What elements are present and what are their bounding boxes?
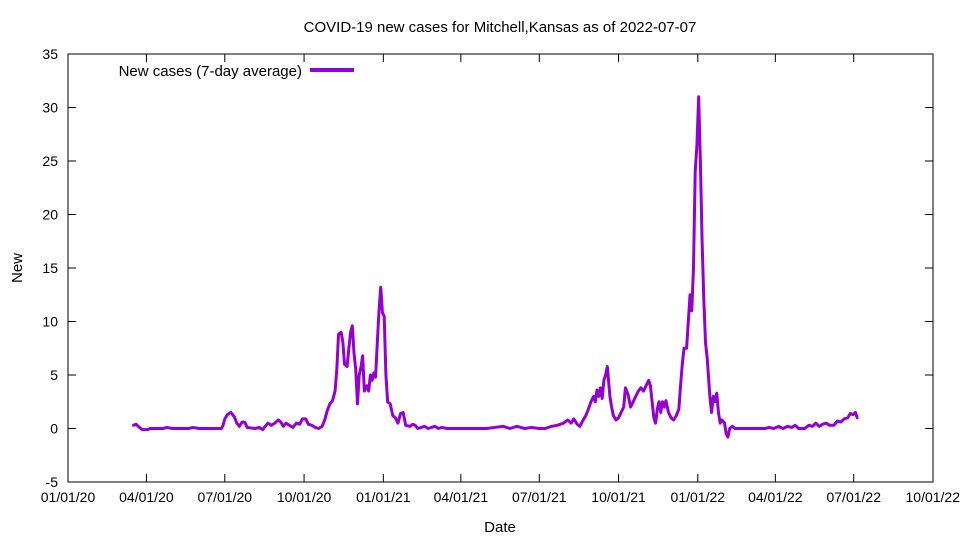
y-tick-label: 20 xyxy=(42,207,58,223)
y-tick-label: 0 xyxy=(50,421,58,437)
y-tick-label: 30 xyxy=(42,100,58,116)
legend: New cases (7-day average) xyxy=(119,63,354,80)
y-tick-label: 25 xyxy=(42,153,58,169)
x-tick-label: 07/01/21 xyxy=(512,489,567,505)
x-tick-label: 10/01/22 xyxy=(906,489,960,505)
x-tick-label: 10/01/20 xyxy=(277,489,332,505)
x-tick-label: 01/01/22 xyxy=(671,489,726,505)
y-tick-label: 35 xyxy=(42,46,58,62)
plot-border xyxy=(67,53,934,483)
series-line-0 xyxy=(131,95,859,439)
plot-frame xyxy=(67,53,934,483)
series-group xyxy=(131,95,859,439)
y-axis-title: New xyxy=(9,253,26,283)
x-tick-label: 07/01/22 xyxy=(826,489,881,505)
x-tick-label: 04/01/20 xyxy=(119,489,174,505)
y-tick-label: 5 xyxy=(50,367,58,383)
x-tick-label: 10/01/21 xyxy=(591,489,646,505)
legend-label: New cases (7-day average) xyxy=(119,63,302,80)
x-tick-label: 04/01/22 xyxy=(748,489,803,505)
chart-title: COVID-19 new cases for Mitchell,Kansas a… xyxy=(304,19,697,36)
x-axis: 01/01/20 04/01/20 07/01/20 10/01/20 01/01/21… xyxy=(41,54,960,505)
y-tick-label: 10 xyxy=(42,314,58,330)
x-tick-label: 01/01/21 xyxy=(356,489,411,505)
y-axis: -5 0 5 10 15 20 25 30 35 xyxy=(42,46,933,490)
x-tick-label: 07/01/20 xyxy=(198,489,253,505)
x-tick-label: 01/01/20 xyxy=(41,489,96,505)
y-tick-label: -5 xyxy=(46,474,59,490)
x-tick-label: 04/01/21 xyxy=(434,489,489,505)
x-axis-title: Date xyxy=(484,519,516,536)
y-tick-label: 15 xyxy=(42,260,58,276)
